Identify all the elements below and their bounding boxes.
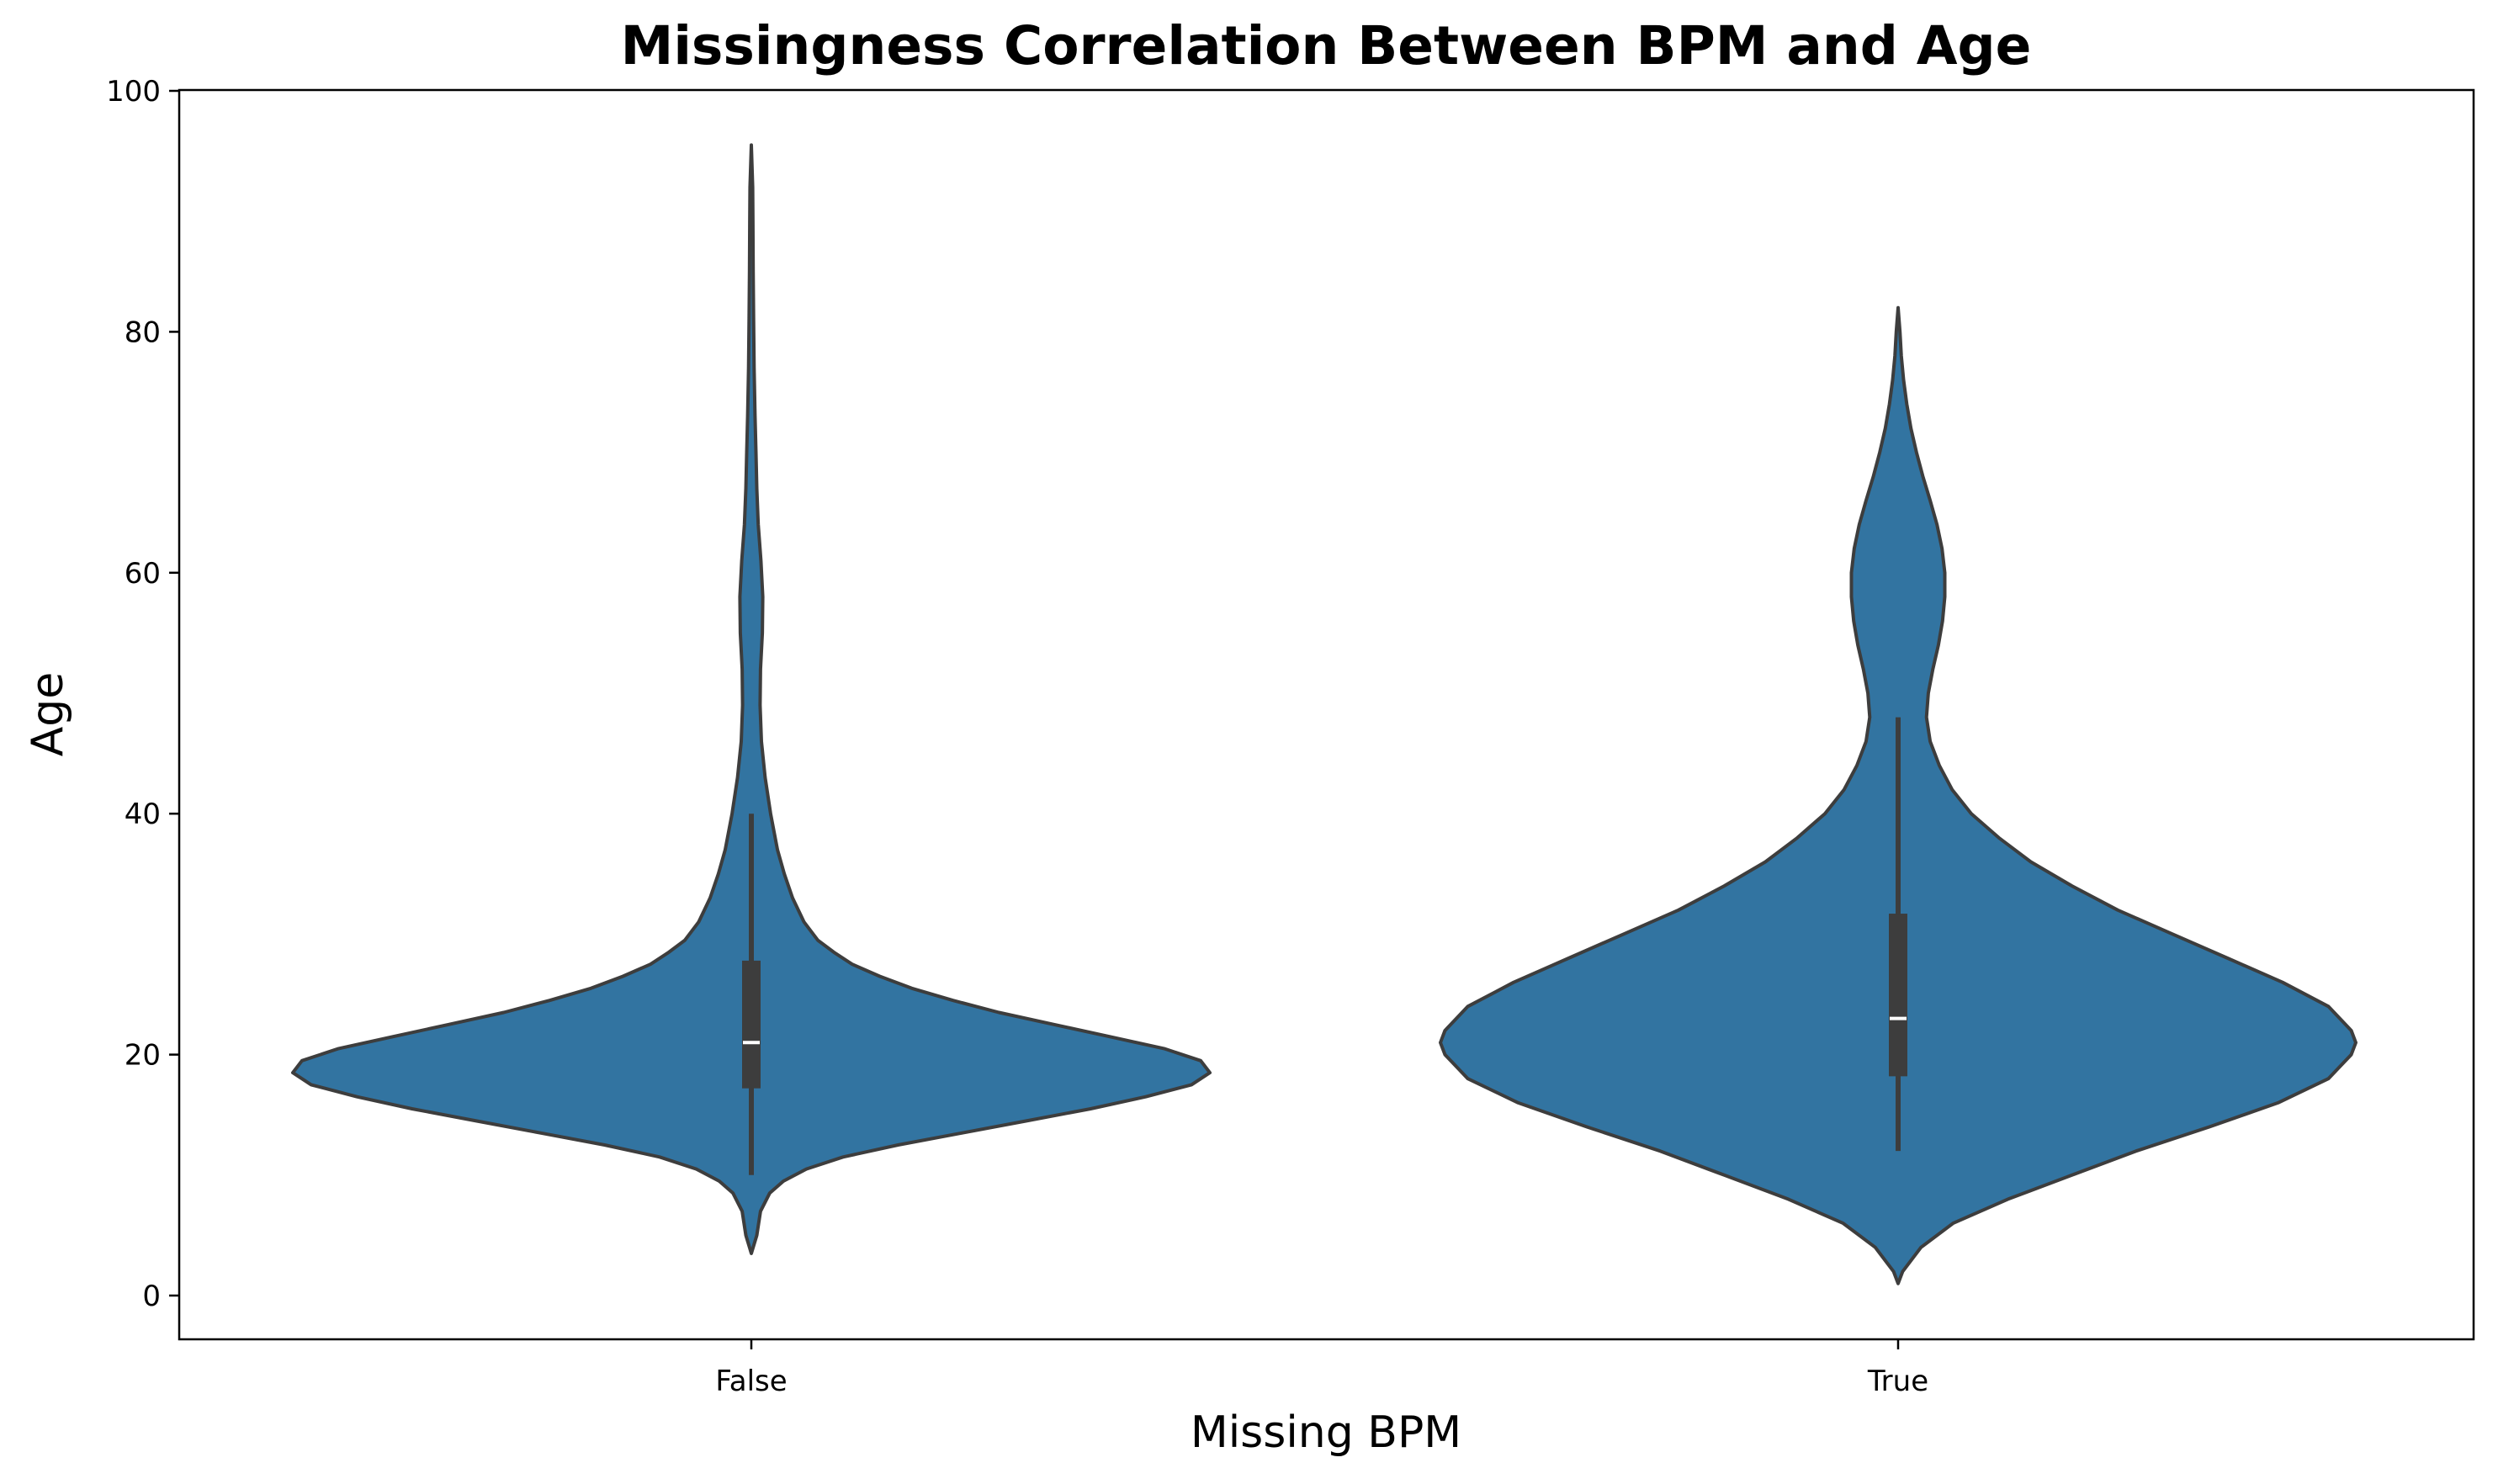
- violins-layer: [291, 143, 2357, 1285]
- x-axis-ticks: False True: [715, 1339, 1928, 1398]
- x-tick-label-false: False: [715, 1365, 787, 1398]
- violin-body-false: [291, 143, 1212, 1255]
- y-tick-label: 80: [125, 315, 161, 349]
- plot-frame: [178, 88, 2475, 1341]
- x-tick-label-true: True: [1867, 1365, 1928, 1398]
- y-tick-label: 40: [125, 798, 161, 831]
- y-tick-label: 20: [125, 1039, 161, 1073]
- x-axis-label: Missing BPM: [1191, 1407, 1461, 1458]
- iqr-box-false: [742, 960, 761, 1089]
- y-tick-label: 0: [142, 1280, 161, 1313]
- chart-title: Missingness Correlation Between BPM and …: [621, 15, 2032, 77]
- y-tick-label: 100: [106, 75, 161, 109]
- iqr-box-true: [1889, 914, 1907, 1077]
- y-tick-label: 60: [125, 557, 161, 591]
- y-axis-ticks: 0 20 40 60 80 100: [106, 75, 179, 1313]
- y-axis-label: Age: [23, 672, 73, 757]
